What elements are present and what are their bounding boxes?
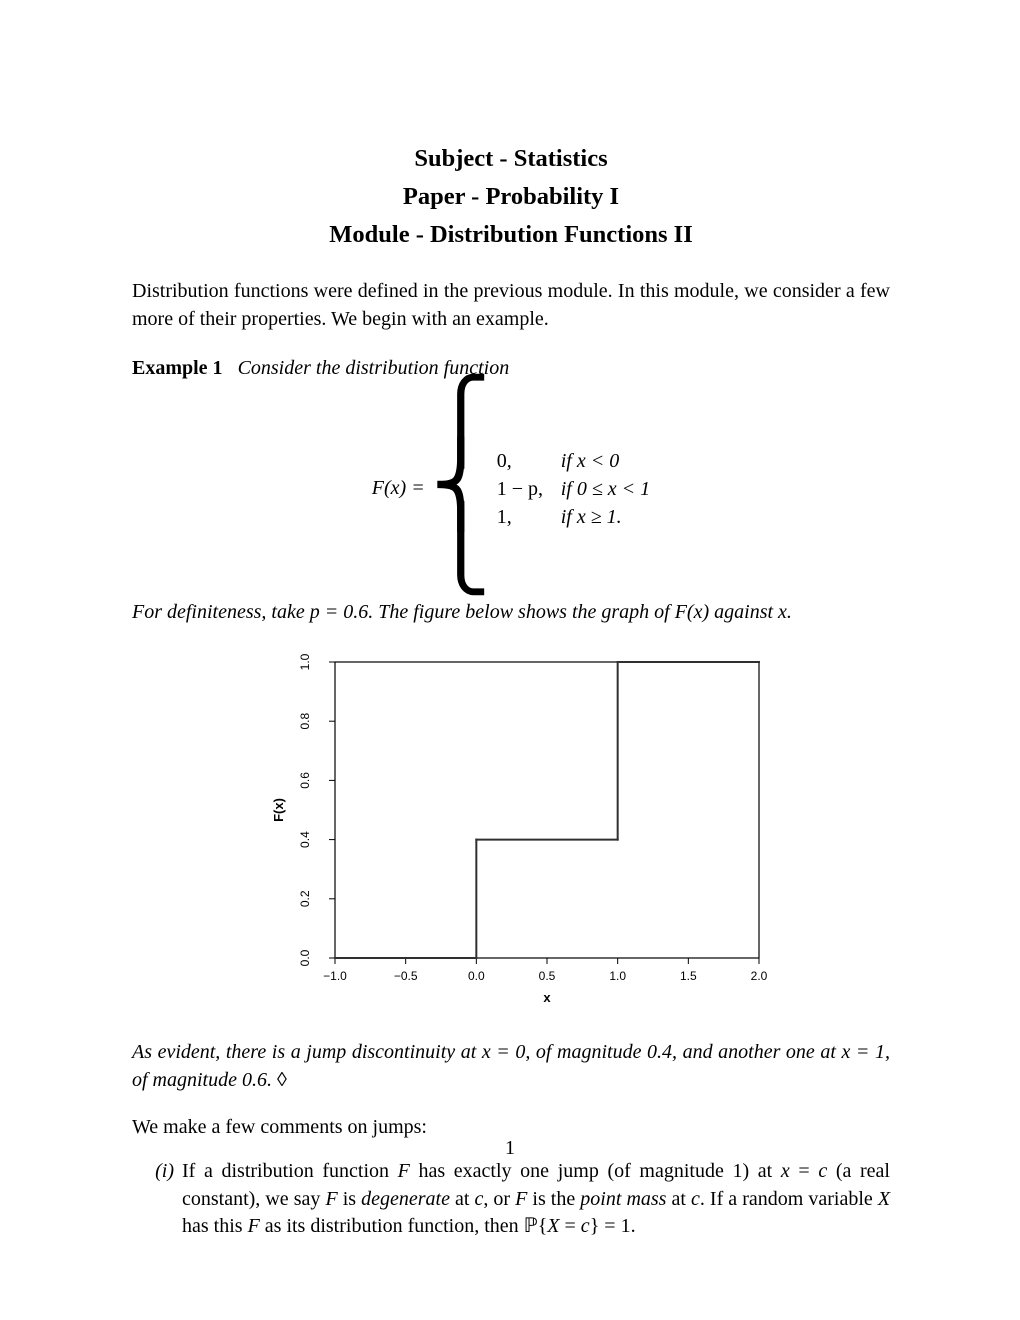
svg-text:0.2: 0.2 (298, 890, 312, 907)
svg-text:1.5: 1.5 (680, 969, 697, 983)
title-block: Subject - Statistics Paper - Probability… (132, 140, 890, 254)
svg-text:0.4: 0.4 (298, 831, 312, 848)
example-header: Example 1 Consider the distribution func… (132, 355, 890, 383)
formula-lhs: F(x) = (372, 477, 425, 500)
example-lead: Consider the distribution function (238, 357, 510, 379)
svg-text:2.0: 2.0 (751, 969, 768, 983)
formula-block: F(x) = ⎧⎨⎩ 0,if x < 0 1 − p,if 0 ≤ x < 1… (132, 393, 890, 585)
svg-text:F(x): F(x) (271, 798, 286, 822)
example-after-chart: As evident, there is a jump discontinuit… (132, 1039, 890, 1094)
svg-text:0.6: 0.6 (298, 772, 312, 789)
svg-text:1.0: 1.0 (298, 654, 312, 671)
example-note: For definiteness, take p = 0.6. The figu… (132, 599, 890, 627)
svg-text:1.0: 1.0 (609, 969, 626, 983)
brace-icon: ⎧⎨⎩ (431, 390, 491, 582)
cdf-chart: −1.0 −0.5 0.0 0.5 1.0 1.5 2.0 0.0 0.2 0.4 0.6 0.8 1.… (251, 646, 771, 1016)
chart-container: −1.0 −0.5 0.0 0.5 1.0 1.5 2.0 0.0 0.2 0.4 0.6 0.8 1.… (132, 646, 890, 1021)
svg-text:−1.0: −1.0 (323, 969, 347, 983)
page-number: 1 (0, 1137, 1020, 1160)
list-marker: (i) (132, 1158, 174, 1241)
title-line-1: Subject - Statistics (132, 140, 890, 178)
intro-paragraph: Distribution functions were defined in t… (132, 278, 890, 333)
svg-text:0.8: 0.8 (298, 713, 312, 730)
svg-text:0.0: 0.0 (298, 950, 312, 967)
svg-text:0.5: 0.5 (539, 969, 556, 983)
list-item-1: (i) If a distribution function F has exa… (132, 1158, 890, 1241)
title-line-3: Module - Distribution Functions II (132, 216, 890, 254)
svg-text:−0.5: −0.5 (394, 969, 418, 983)
example-label: Example 1 (132, 357, 223, 379)
formula-cases: 0,if x < 0 1 − p,if 0 ≤ x < 1 1,if x ≥ 1… (497, 447, 650, 531)
svg-text:0.0: 0.0 (468, 969, 485, 983)
title-line-2: Paper - Probability I (132, 178, 890, 216)
page: Subject - Statistics Paper - Probability… (0, 0, 1020, 1320)
list-body: If a distribution function F has exactly… (182, 1158, 890, 1241)
svg-text:x: x (543, 990, 551, 1005)
